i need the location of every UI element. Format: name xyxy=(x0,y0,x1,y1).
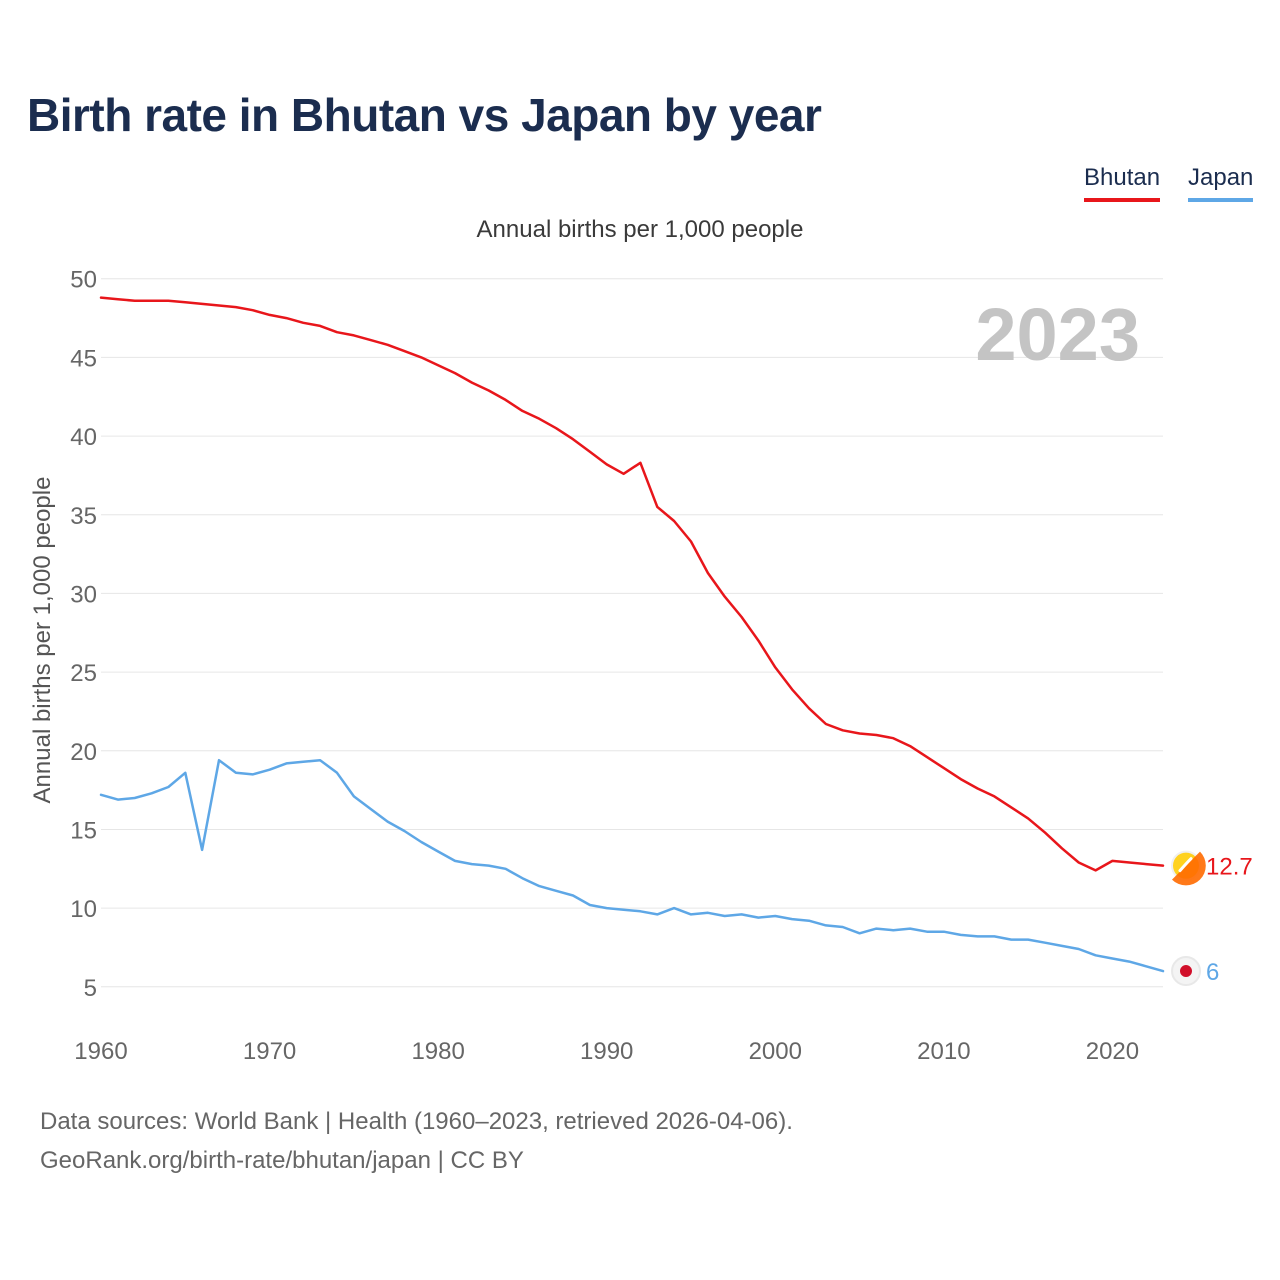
data-source-text: Data sources: World Bank | Health (1960–… xyxy=(40,1108,793,1135)
axes: 5 10 15 20 25 30 35 40 45 50 1960 1970 1980 1990 2000 2… xyxy=(70,267,1139,1065)
series-line-japan[interactable] xyxy=(99,758,1165,973)
year-watermark: 2023 xyxy=(975,293,1140,376)
x-tick-label: 1980 xyxy=(411,1038,464,1065)
x-tick-label: 2010 xyxy=(917,1038,970,1065)
x-tick-label: 2020 xyxy=(1086,1038,1139,1065)
x-tick-label: 1990 xyxy=(580,1038,633,1065)
end-value-label-japan: 6 xyxy=(1206,959,1219,986)
y-tick-label: 10 xyxy=(70,896,97,923)
y-tick-label: 40 xyxy=(70,424,97,451)
japan-flag-icon xyxy=(1171,956,1201,987)
x-tick-label: 1970 xyxy=(243,1038,296,1065)
bhutan-flag-icon xyxy=(1171,850,1206,886)
y-axis-label: Annual births per 1,000 people xyxy=(29,477,56,804)
legend-item-bhutan[interactable]: Bhutan xyxy=(1084,164,1161,202)
y-tick-label: 35 xyxy=(70,503,97,530)
y-tick-label: 30 xyxy=(70,581,97,608)
series xyxy=(99,296,1165,973)
y-tick-label: 20 xyxy=(70,739,97,766)
y-tick-label: 25 xyxy=(70,660,97,687)
y-tick-label: 50 xyxy=(70,267,97,294)
attribution-link[interactable]: GeoRank.org/birth-rate/bhutan/japan | CC… xyxy=(40,1147,524,1174)
y-tick-label: 15 xyxy=(70,817,97,844)
end-markers: 12.76 xyxy=(1171,850,1253,987)
y-tick-label: 5 xyxy=(84,975,97,1002)
chart-subtitle: Annual births per 1,000 people xyxy=(476,216,804,243)
y-tick-label: 45 xyxy=(70,345,97,372)
chart-title: Birth rate in Bhutan vs Japan by year xyxy=(27,89,822,141)
series-line-bhutan[interactable] xyxy=(99,296,1165,872)
end-value-label-bhutan: 12.7 xyxy=(1206,854,1253,881)
x-tick-label: 2000 xyxy=(749,1038,802,1065)
legend-item-japan[interactable]: Japan xyxy=(1188,164,1254,202)
gridlines xyxy=(101,278,1163,988)
x-tick-label: 1960 xyxy=(74,1038,127,1065)
